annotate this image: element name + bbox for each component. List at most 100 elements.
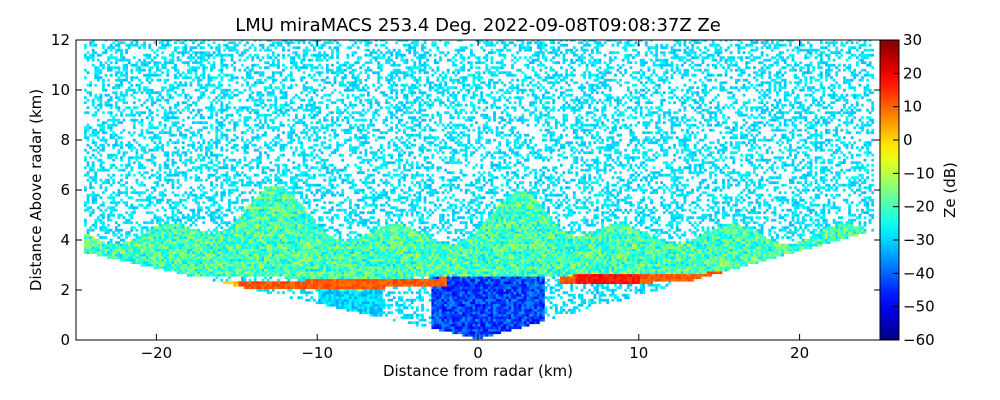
echo-pixel [297,66,301,70]
echo-pixel [194,218,198,222]
echo-pixel [114,56,118,60]
echo-pixel [210,66,213,70]
echo-pixel [246,41,249,45]
echo-pixel [91,251,95,254]
echo-pixel [187,258,190,262]
echo-pixel [223,166,226,170]
echo-pixel [282,291,285,295]
echo-pixel [323,283,327,287]
echo-pixel [148,123,152,127]
echo-pixel [266,193,270,197]
echo-pixel [197,238,200,242]
echo-pixel [284,276,288,280]
echo-pixel [225,248,229,252]
echo-pixel [199,53,203,57]
echo-pixel [99,218,103,222]
echo-pixel [282,143,285,147]
echo-pixel [256,163,260,167]
echo-pixel [166,163,170,167]
echo-pixel [230,138,234,142]
echo-pixel [220,101,224,105]
echo-pixel [271,223,275,227]
echo-pixel [176,236,180,239]
echo-pixel [199,63,203,67]
echo-pixel [251,241,255,244]
echo-pixel [120,71,123,75]
echo-pixel [297,138,301,142]
echo-pixel [140,226,144,230]
echo-pixel [333,178,337,182]
echo-pixel [202,68,206,72]
echo-pixel [297,256,301,259]
echo-pixel [246,83,249,87]
echo-pixel [310,233,314,237]
echo-pixel [287,41,291,45]
echo-pixel [153,148,157,152]
echo-pixel [94,93,98,97]
echo-pixel [145,248,149,252]
echo-pixel [215,133,219,137]
echo-pixel [181,246,185,249]
echo-pixel [305,221,309,225]
echo-pixel [158,121,162,125]
echo-pixel [104,188,108,192]
echo-pixel [202,201,206,205]
echo-pixel [107,241,110,244]
echo-pixel [125,66,128,70]
echo-pixel [138,156,141,160]
echo-pixel [235,256,239,259]
echo-pixel [84,248,87,252]
echo-pixel [302,40,306,42]
echo-pixel [109,251,113,254]
echo-pixel [256,113,260,117]
echo-pixel [323,276,327,280]
echo-pixel [233,283,237,287]
echo-pixel [215,268,219,272]
echo-pixel [202,158,206,162]
echo-pixel [189,143,193,147]
echo-pixel [313,268,316,272]
echo-pixel [271,258,275,262]
echo-pixel [132,251,136,254]
echo-pixel [284,203,288,207]
echo-pixel [295,83,298,87]
echo-pixel [156,236,159,239]
echo-pixel [282,188,285,192]
echo-pixel [156,201,159,205]
echo-pixel [150,91,154,95]
echo-pixel [292,46,296,50]
echo-pixel [109,133,113,137]
echo-pixel [189,176,193,180]
echo-pixel [289,86,293,90]
echo-pixel [307,283,311,287]
echo-pixel [161,106,164,110]
echo-pixel [161,63,164,67]
echo-pixel [289,171,293,175]
echo-pixel [84,76,87,80]
echo-pixel [271,41,275,45]
echo-pixel [259,228,262,232]
echo-pixel [307,246,311,249]
echo-pixel [331,191,334,195]
echo-pixel [114,248,118,252]
echo-pixel [125,201,128,205]
echo-pixel [256,208,260,212]
echo-pixel [99,203,103,207]
echo-pixel [251,201,255,205]
echo-pixel [302,228,306,232]
echo-pixel [132,258,136,262]
echo-pixel [246,226,249,230]
echo-pixel [158,241,162,244]
echo-pixel [302,221,306,225]
echo-pixel [331,201,334,205]
echo-pixel [179,271,182,275]
echo-pixel [96,241,100,244]
echo-pixel [248,266,252,269]
echo-pixel [112,206,116,210]
echo-pixel [145,128,149,132]
echo-pixel [277,236,280,239]
echo-pixel [313,131,316,135]
echo-pixel [228,241,231,244]
echo-pixel [320,186,324,190]
echo-pixel [325,216,329,220]
